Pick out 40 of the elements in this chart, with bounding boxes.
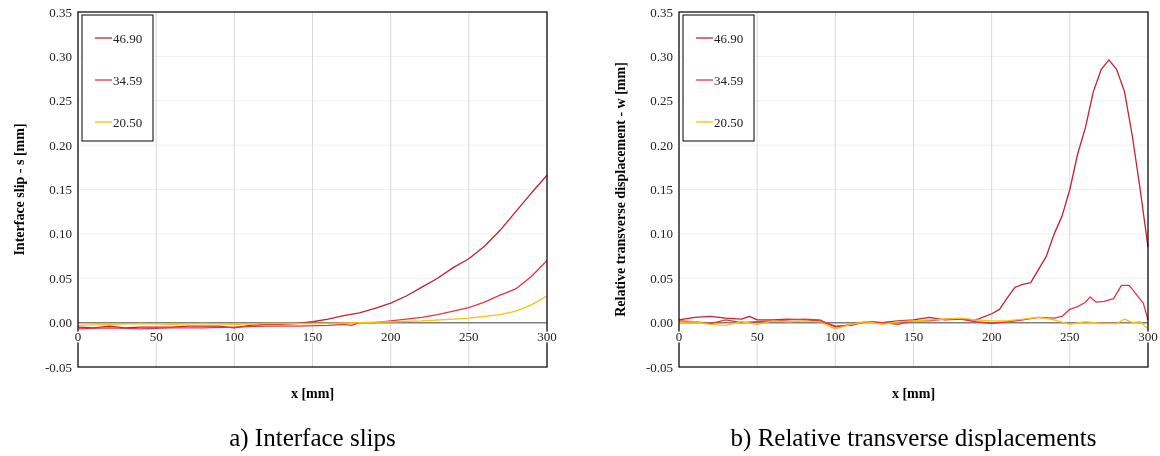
y-tick-label: 0.15 [650, 182, 673, 198]
legend-label: 20.50 [714, 114, 744, 130]
y-tick-label: 0.15 [49, 182, 72, 198]
y-tick-label: 0.05 [49, 270, 72, 286]
y-tick-label: 0.00 [49, 315, 72, 331]
x-tick-label: 250 [459, 328, 479, 344]
y-tick-label: 0.35 [49, 4, 72, 20]
y-tick-label: 0.25 [650, 93, 673, 109]
legend-label: 46.90 [714, 30, 744, 46]
x-tick-label: 200 [981, 328, 1002, 344]
y-tick-label: 0.05 [650, 270, 673, 286]
x-tick-label: 50 [149, 328, 163, 344]
y-tick-label: 0.30 [49, 48, 72, 64]
x-tick-label: 100 [825, 328, 846, 344]
y-tick-label: -0.05 [645, 359, 673, 375]
x-tick-label: 250 [1060, 328, 1080, 344]
y-tick-label: -0.05 [44, 359, 72, 375]
legend-label: 20.50 [113, 114, 143, 130]
x-axis-title: x [mm] [891, 386, 936, 401]
x-axis-title: x [mm] [290, 386, 335, 401]
legend-label: 46.90 [113, 30, 143, 46]
y-tick-label: 0.30 [650, 48, 673, 64]
x-tick-label: 100 [224, 328, 245, 344]
y-tick-label: 0.20 [650, 137, 673, 153]
y-tick-label: 0.00 [650, 315, 673, 331]
legend-label: 34.59 [714, 72, 744, 88]
x-tick-label: 150 [903, 328, 924, 344]
text: a) Interface slips [229, 424, 396, 452]
y-tick-label: 0.25 [49, 93, 72, 109]
y-tick-label: 0.35 [650, 4, 673, 20]
text: b) Relative transverse displacements [730, 424, 1097, 452]
x-tick-label: 50 [750, 328, 764, 344]
x-tick-label: 150 [302, 328, 323, 344]
y-tick-label: 0.10 [650, 226, 673, 242]
legend-label: 34.59 [113, 72, 143, 88]
y-tick-label: 0.20 [49, 137, 72, 153]
y-axis-title: Relative transverse displacement - w [mm] [613, 62, 628, 317]
y-axis-title: Interface slip - s [mm] [12, 123, 27, 256]
y-tick-label: 0.10 [49, 226, 72, 242]
x-tick-label: 200 [380, 328, 401, 344]
